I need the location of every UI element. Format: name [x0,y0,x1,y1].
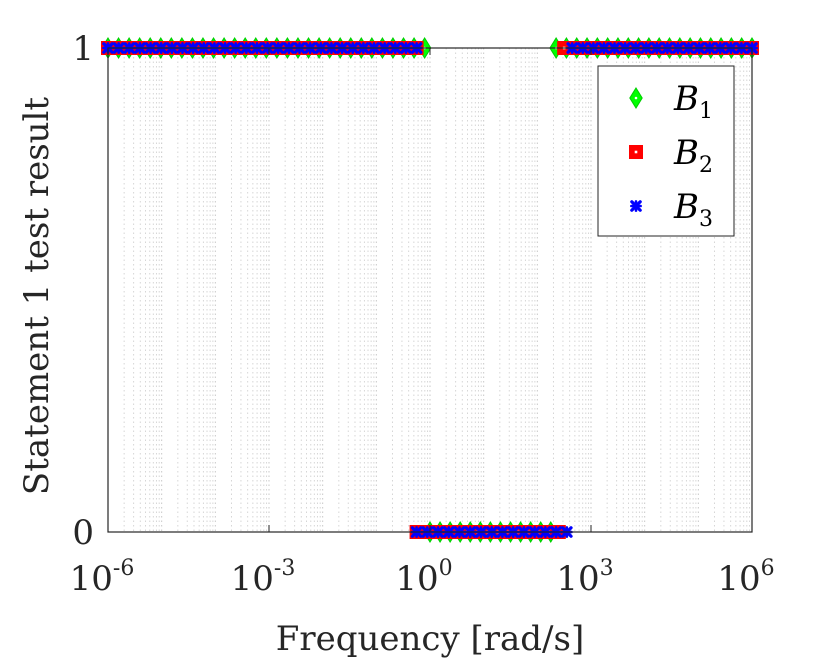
x-tick-label: 100 [395,556,452,599]
y-tick-label: 1 [72,29,94,69]
x-tick-label: 106 [717,556,774,599]
legend-label: B3 [673,187,713,232]
x-tick-label: 103 [556,556,613,599]
legend-box [597,65,735,237]
y-tick-label: 0 [72,513,94,553]
x-tick-label: 10-6 [70,556,135,599]
x-tick-label: 10-3 [231,556,296,599]
legend-item: B1 [629,79,713,124]
x-axis-label: Frequency [rad/s] [276,619,584,659]
legend-item: B2 [629,133,713,178]
legend-item: B3 [630,187,713,232]
legend: B1 B2 B3 [597,65,735,237]
axis-ticks: 10-6 10-3 100 103 106 0 1 [70,29,775,599]
marker-square-center [634,150,638,154]
legend-label: B2 [673,133,713,178]
marker-diamond-center [634,96,638,100]
y-axis-label: Statement 1 test result [17,97,57,495]
legend-label: B1 [673,79,713,124]
